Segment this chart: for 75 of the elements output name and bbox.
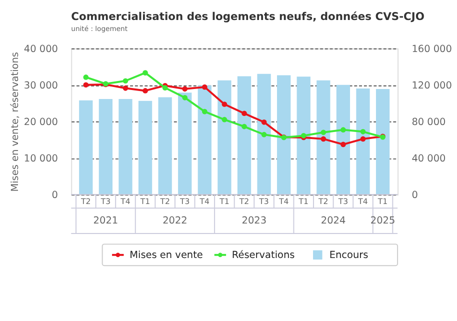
point — [122, 86, 128, 91]
x-tick-label: T4 — [278, 197, 289, 206]
point — [320, 136, 326, 142]
y2-tick-label: 120 000 — [412, 80, 452, 92]
x-tick-label: T2 — [159, 197, 170, 206]
y-tick-label: 0 — [52, 190, 58, 201]
text: 2024 — [320, 216, 346, 227]
legend-label: Mises en vente — [130, 250, 203, 261]
x-tick-label: T3 — [100, 197, 111, 206]
bar — [198, 85, 212, 195]
x-tick-label: T3 — [258, 197, 269, 206]
text: 2025 — [370, 216, 396, 227]
x-tick-label: T4 — [357, 197, 368, 206]
point — [202, 108, 208, 114]
bar — [237, 76, 252, 195]
bar — [296, 76, 310, 195]
y-tick-label: 40 000 — [24, 44, 58, 55]
bar — [138, 100, 152, 195]
y-tick-label: 30 000 — [24, 80, 58, 92]
chart-title: Commercialisation des logements neufs, données CVS-CJO — [71, 10, 424, 24]
x-tick-label: T2 — [238, 197, 250, 206]
point — [242, 110, 247, 116]
point — [142, 70, 148, 76]
point — [83, 82, 89, 88]
text: 2021 — [93, 216, 118, 227]
x-tick-label: T4 — [198, 197, 210, 206]
x-tick-label: T1 — [218, 197, 230, 206]
point — [83, 74, 89, 80]
legend-label: Encours — [329, 250, 368, 261]
x-tick-label: T1 — [298, 197, 309, 206]
point — [182, 86, 188, 92]
x-tick-label: T1 — [376, 197, 388, 206]
y-axis-title: Mises en vente, réservations — [10, 52, 22, 192]
y-tick-label: 20 000 — [24, 116, 58, 128]
y2-tick-label: 40 000 — [412, 153, 446, 164]
point — [122, 78, 128, 84]
point — [202, 84, 208, 90]
point — [222, 116, 228, 122]
y2-tick-label: 0 — [412, 190, 418, 201]
bar — [79, 100, 93, 195]
y2-tick-label: 80 000 — [412, 116, 446, 128]
point — [340, 142, 346, 148]
point — [261, 119, 267, 125]
point — [340, 127, 346, 132]
bar — [158, 97, 172, 195]
point — [182, 95, 188, 100]
bar — [118, 99, 132, 195]
bar — [257, 74, 271, 195]
text: 2023 — [242, 216, 267, 227]
y2-tick-label: 160 000 — [412, 44, 452, 55]
point — [360, 136, 366, 142]
x-tick-label: T3 — [179, 197, 190, 206]
bar — [356, 88, 370, 195]
bar — [316, 80, 330, 195]
point — [222, 102, 228, 107]
point — [142, 88, 148, 94]
text: 2022 — [162, 216, 188, 227]
bar — [336, 84, 350, 195]
point — [261, 132, 267, 138]
bar — [98, 99, 113, 195]
x-tick-label: T2 — [318, 197, 328, 206]
bar — [376, 88, 390, 195]
point — [360, 128, 366, 134]
x-tick-label: T1 — [139, 197, 150, 206]
point — [162, 85, 168, 90]
point — [320, 130, 326, 136]
point — [242, 124, 247, 130]
legend-label: Réservations — [232, 250, 295, 261]
bar — [277, 75, 291, 195]
x-tick-label: T4 — [120, 197, 130, 206]
y-tick-label: 10 000 — [24, 153, 58, 164]
bar — [178, 92, 192, 195]
x-tick-label: T2 — [80, 197, 91, 206]
x-tick-label: T3 — [337, 197, 348, 206]
bar — [218, 80, 232, 195]
